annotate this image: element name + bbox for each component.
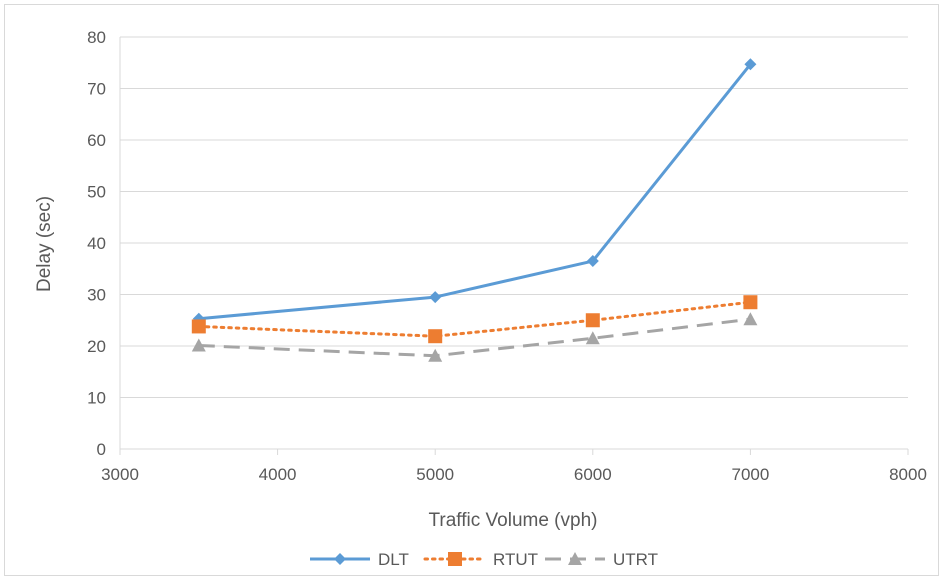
x-tick-label-8000: 8000 xyxy=(889,465,927,484)
series-line-utrt xyxy=(198,317,751,358)
x-tick-label-3000: 3000 xyxy=(101,465,139,484)
legend-label-utrt: UTRT xyxy=(613,550,658,569)
point-dlt-6000 xyxy=(586,255,599,268)
legend-label-dlt: DLT xyxy=(378,550,409,569)
point-utrt-6000 xyxy=(585,331,600,345)
point-dlt-5000 xyxy=(429,291,442,304)
series-lines xyxy=(197,63,752,358)
x-tick-label-4000: 4000 xyxy=(259,465,297,484)
series-line-rtut xyxy=(197,300,752,338)
point-rtut-7000 xyxy=(743,295,758,310)
legend-marker-dlt xyxy=(334,553,346,565)
y-tick-label-80: 80 xyxy=(87,28,106,47)
point-utrt-3500 xyxy=(191,338,206,352)
x-tick-label-6000: 6000 xyxy=(574,465,612,484)
legend: DLT RTUT UTRT xyxy=(310,550,658,569)
point-utrt-5000 xyxy=(428,348,443,362)
legend-marker-utrt xyxy=(568,552,582,565)
y-tick-label-20: 20 xyxy=(87,337,106,356)
legend-label-rtut: RTUT xyxy=(493,550,538,569)
gridlines xyxy=(120,36,908,398)
x-tick-label-5000: 5000 xyxy=(416,465,454,484)
series-line-dlt xyxy=(198,63,752,321)
series-markers xyxy=(191,58,758,362)
point-rtut-3500 xyxy=(191,319,206,334)
y-tick-label-50: 50 xyxy=(87,183,106,202)
y-tick-label-0: 0 xyxy=(97,440,106,459)
point-rtut-6000 xyxy=(585,313,600,328)
x-tick-label-7000: 7000 xyxy=(731,465,769,484)
y-tick-label-30: 30 xyxy=(87,286,106,305)
point-rtut-5000 xyxy=(428,329,443,344)
axes xyxy=(119,37,909,455)
tick-labels: 0 10 20 30 40 50 60 70 80 3000 4000 5000 6000 7000 800… xyxy=(87,28,927,484)
y-tick-label-70: 70 xyxy=(87,80,106,99)
y-tick-label-40: 40 xyxy=(87,234,106,253)
point-dlt-7000 xyxy=(744,58,757,71)
legend-marker-rtut xyxy=(448,552,462,566)
y-tick-label-10: 10 xyxy=(87,389,106,408)
y-axis-title: Delay (sec) xyxy=(34,196,55,292)
y-tick-label-60: 60 xyxy=(87,131,106,150)
point-utrt-7000 xyxy=(743,312,758,326)
x-axis-title: Traffic Volume (vph) xyxy=(429,510,598,531)
